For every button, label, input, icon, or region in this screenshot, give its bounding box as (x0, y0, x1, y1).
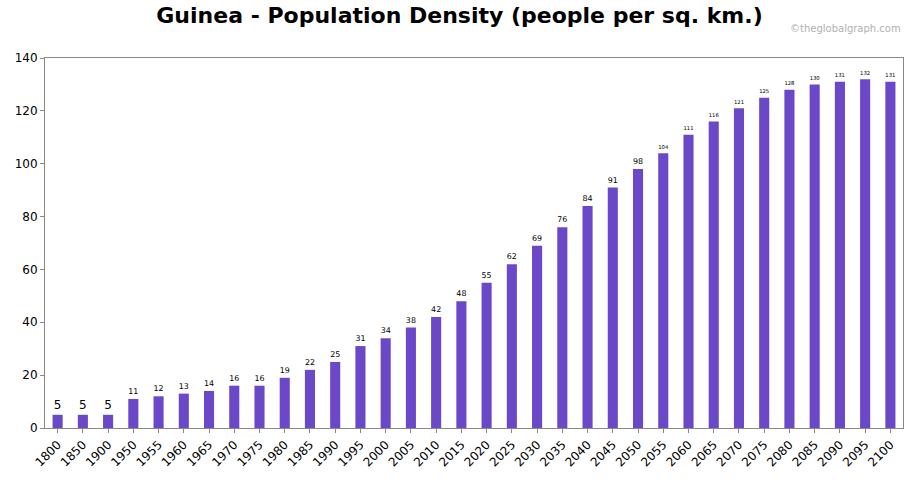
svg-text:2010: 2010 (411, 438, 442, 469)
svg-text:2045: 2045 (588, 438, 619, 469)
svg-text:130: 130 (810, 75, 820, 81)
svg-text:128: 128 (784, 80, 794, 86)
svg-text:2020: 2020 (461, 438, 492, 469)
svg-text:1900: 1900 (83, 438, 114, 469)
svg-text:62: 62 (507, 252, 517, 261)
svg-text:2080: 2080 (764, 438, 795, 469)
svg-text:2000: 2000 (361, 438, 392, 469)
svg-text:1975: 1975 (234, 438, 265, 469)
svg-text:2055: 2055 (638, 438, 669, 469)
svg-text:5: 5 (54, 398, 62, 412)
svg-text:1850: 1850 (58, 438, 89, 469)
svg-text:2090: 2090 (815, 438, 846, 469)
svg-text:42: 42 (431, 305, 441, 314)
svg-text:40: 40 (22, 315, 37, 329)
svg-text:2025: 2025 (487, 438, 518, 469)
svg-text:©theglobalgraph.com: ©theglobalgraph.com (790, 23, 901, 34)
svg-text:19: 19 (280, 366, 290, 375)
svg-text:11: 11 (128, 387, 138, 396)
svg-text:1965: 1965 (184, 438, 215, 469)
svg-text:1800: 1800 (32, 438, 63, 469)
svg-text:120: 120 (15, 104, 38, 118)
svg-text:80: 80 (22, 210, 37, 224)
svg-text:132: 132 (860, 70, 870, 76)
svg-text:2040: 2040 (562, 438, 593, 469)
svg-text:25: 25 (330, 350, 340, 359)
svg-text:2070: 2070 (714, 438, 745, 469)
svg-text:2095: 2095 (840, 438, 871, 469)
svg-text:20: 20 (22, 368, 37, 382)
svg-text:16: 16 (229, 374, 239, 383)
svg-text:Guinea - Population Density (p: Guinea - Population Density (people per … (156, 3, 762, 28)
svg-text:2075: 2075 (739, 438, 770, 469)
svg-text:2085: 2085 (790, 438, 821, 469)
svg-text:2015: 2015 (436, 438, 467, 469)
svg-text:1985: 1985 (285, 438, 316, 469)
svg-text:1995: 1995 (335, 438, 366, 469)
svg-text:131: 131 (885, 72, 895, 78)
svg-text:1980: 1980 (260, 438, 291, 469)
svg-text:13: 13 (179, 382, 189, 391)
svg-text:2050: 2050 (613, 438, 644, 469)
svg-text:2060: 2060 (663, 438, 694, 469)
svg-text:1970: 1970 (209, 438, 240, 469)
svg-text:16: 16 (254, 374, 264, 383)
svg-text:48: 48 (456, 289, 466, 298)
svg-text:22: 22 (305, 358, 315, 367)
svg-text:84: 84 (583, 194, 593, 203)
svg-text:1960: 1960 (159, 438, 190, 469)
svg-text:140: 140 (15, 51, 38, 65)
svg-text:76: 76 (557, 215, 567, 224)
svg-text:98: 98 (633, 157, 643, 166)
svg-text:1955: 1955 (133, 438, 164, 469)
svg-text:69: 69 (532, 234, 542, 243)
svg-text:60: 60 (22, 263, 37, 277)
svg-text:131: 131 (835, 72, 845, 78)
svg-text:2065: 2065 (689, 438, 720, 469)
svg-text:1990: 1990 (310, 438, 341, 469)
svg-text:0: 0 (30, 421, 38, 435)
svg-text:5: 5 (79, 398, 87, 412)
svg-text:1950: 1950 (108, 438, 139, 469)
svg-text:34: 34 (381, 326, 391, 335)
svg-text:38: 38 (406, 316, 416, 325)
svg-text:12: 12 (154, 384, 164, 393)
svg-text:91: 91 (608, 176, 618, 185)
svg-text:121: 121 (734, 99, 744, 105)
svg-text:55: 55 (482, 271, 492, 280)
svg-text:2030: 2030 (512, 438, 543, 469)
svg-text:125: 125 (759, 88, 769, 94)
svg-text:31: 31 (355, 334, 365, 343)
svg-text:2035: 2035 (537, 438, 568, 469)
svg-text:2005: 2005 (386, 438, 417, 469)
svg-text:104: 104 (658, 144, 669, 150)
svg-text:14: 14 (204, 379, 214, 388)
svg-text:100: 100 (15, 157, 38, 171)
svg-text:116: 116 (709, 112, 720, 118)
svg-text:111: 111 (683, 125, 693, 131)
svg-text:2100: 2100 (865, 438, 896, 469)
svg-text:5: 5 (104, 398, 112, 412)
